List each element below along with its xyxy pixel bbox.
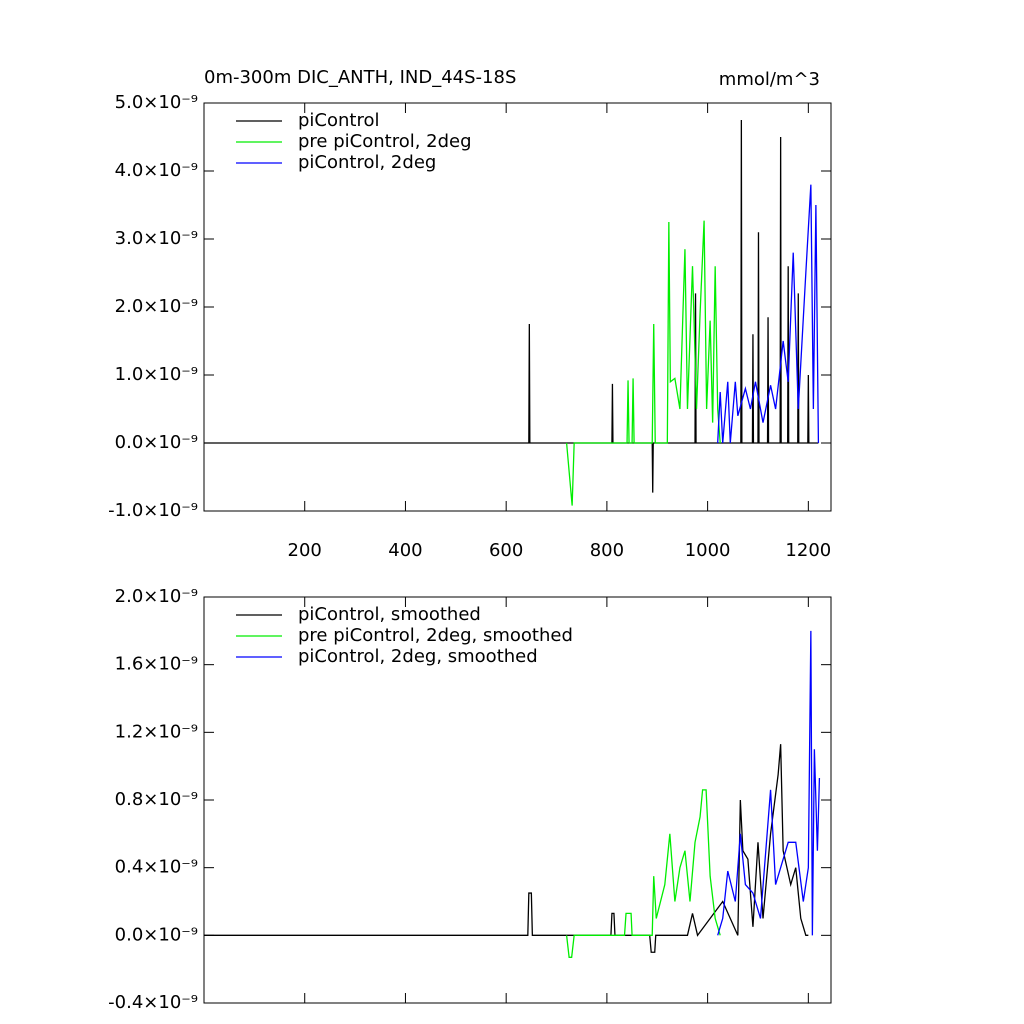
y-tick-label: 3.0×10⁻⁹	[115, 228, 198, 249]
legend-label: pre piControl, 2deg	[298, 131, 472, 152]
x-tick-label: 800	[590, 540, 624, 561]
y-tick-label: 2.0×10⁻⁹	[115, 296, 198, 317]
x-tick-label: 1000	[685, 540, 731, 561]
legend-label: piControl, smoothed	[298, 604, 481, 625]
y-tick-label: 0.4×10⁻⁹	[115, 857, 198, 878]
y-tick-label: 0.8×10⁻⁹	[115, 789, 198, 810]
series-line	[204, 744, 809, 953]
y-tick-label: 1.6×10⁻⁹	[115, 654, 198, 675]
y-tick-label: -0.4×10⁻⁹	[108, 992, 198, 1013]
series-line	[565, 220, 721, 506]
x-tick-label: 600	[489, 540, 523, 561]
x-tick-label: 200	[288, 540, 322, 561]
series-line	[717, 630, 821, 936]
chart-title: 0m-300m DIC_ANTH, IND_44S-18S	[204, 67, 516, 88]
y-tick-label: 0.0×10⁻⁹	[115, 432, 198, 453]
series-line	[717, 184, 820, 444]
series-line	[565, 789, 721, 958]
units-label: mmol/m^3	[719, 69, 820, 90]
x-tick-label: 400	[388, 540, 422, 561]
legend-label: pre piControl, 2deg, smoothed	[298, 625, 573, 646]
legend-label: piControl, 2deg	[298, 152, 436, 173]
y-tick-label: 0.0×10⁻⁹	[115, 924, 198, 945]
legend-label: piControl, 2deg, smoothed	[298, 646, 538, 667]
y-tick-label: -1.0×10⁻⁹	[108, 500, 198, 521]
y-tick-label: 4.0×10⁻⁹	[115, 160, 198, 181]
y-tick-label: 5.0×10⁻⁹	[115, 92, 198, 113]
series-line	[204, 119, 819, 493]
y-tick-label: 1.0×10⁻⁹	[115, 364, 198, 385]
y-tick-label: 2.0×10⁻⁹	[115, 586, 198, 607]
y-tick-label: 1.2×10⁻⁹	[115, 721, 198, 742]
legend-label: piControl	[298, 110, 380, 131]
x-tick-label: 1200	[785, 540, 831, 561]
